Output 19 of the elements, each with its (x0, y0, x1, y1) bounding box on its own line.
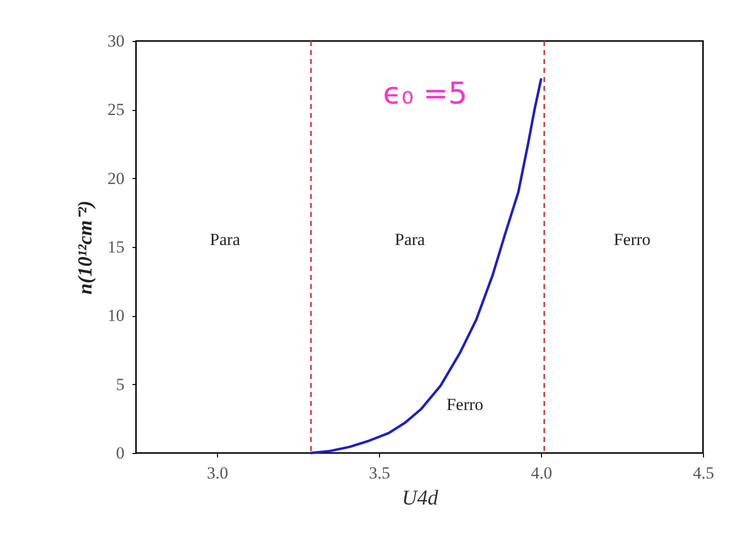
x-tick-label: 3.0 (206, 464, 228, 482)
y-tick-label: 0 (116, 444, 124, 462)
y-tick-label: 25 (108, 100, 124, 120)
annotation: Para (394, 230, 426, 249)
y-tick-label: 10 (108, 306, 124, 326)
y-tick-label: 20 (108, 168, 124, 188)
y-tick-label: 15 (108, 238, 124, 256)
y-tick-label: 5 (116, 374, 124, 394)
annotation: ϵ₀ =5 (383, 76, 468, 112)
line-series (310, 78, 542, 454)
annotation: Ferro (446, 394, 484, 414)
y-tick-label: 30 (108, 32, 124, 50)
y-axis-title: n(10¹²cm⁻²) (74, 200, 96, 294)
x-axis-title: U4d (402, 486, 439, 510)
annotation: Ferro (614, 230, 651, 249)
annotation: Para (210, 230, 241, 249)
x-tick-label: 4.0 (530, 464, 552, 482)
x-tick-label: 4.5 (692, 464, 714, 482)
x-tick-label: 3.5 (368, 464, 390, 482)
